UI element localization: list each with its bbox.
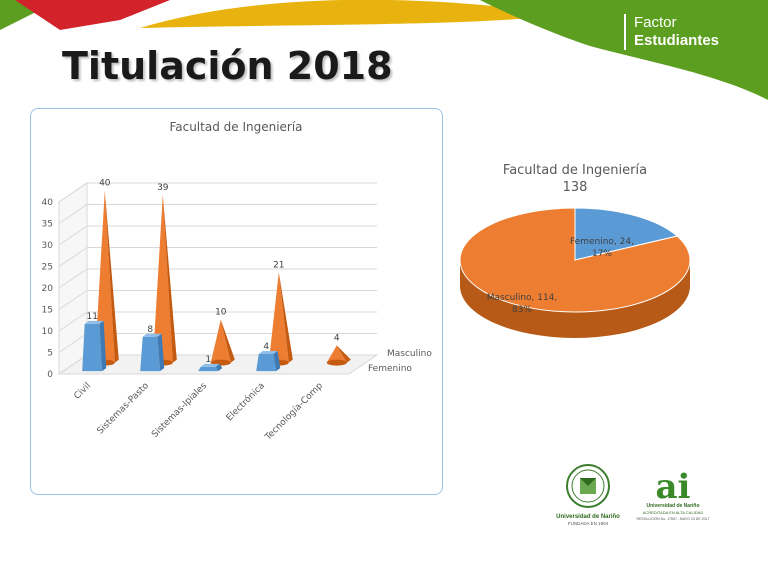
ai-mark: ai (656, 467, 691, 507)
bar-gridline (58, 225, 377, 246)
ai-line3: RESOLUCIÓN No. 17847 - MAYO 23 DE 2017 (637, 516, 710, 521)
banner-yellow (140, 0, 560, 28)
bar-gridline (58, 268, 377, 289)
y-tick-label: 25 (42, 263, 53, 273)
slide-title: Titulación 2018 (62, 44, 393, 88)
bar-value-label: 39 (157, 183, 169, 193)
bar-gridline (58, 182, 377, 203)
y-tick-label: 40 (42, 198, 54, 208)
y-tick-label: 10 (42, 327, 54, 337)
y-tick-label: 20 (42, 284, 54, 294)
brand-factor-estudiantes: Factor Estudiantes (624, 14, 719, 50)
y-tick-label: 30 (42, 241, 54, 251)
bar-chart-title: Facultad de Ingeniería (169, 120, 302, 134)
y-tick-label: 5 (47, 349, 53, 359)
pie-label-masculino: Masculino, 114, (487, 293, 558, 303)
bar-value-label: 4 (263, 342, 269, 352)
bar-value-label: 10 (215, 308, 227, 318)
bar-value-label: 40 (99, 179, 111, 189)
banner-red (15, 0, 170, 30)
pie-marks (459, 207, 691, 338)
series-label-femenino: Femenino (368, 364, 412, 374)
y-tick-label: 15 (42, 306, 53, 316)
bar-value-label: 1 (205, 355, 211, 365)
bar-masculino-2: 10 (210, 308, 235, 366)
category-label: Sistemas-Ipiales (150, 381, 209, 440)
y-tick-label: 0 (47, 370, 53, 380)
university-logos: Universidad de Nariño FUNDADA EN 1904 ai… (556, 464, 710, 526)
ai-line1: Universidad de Nariño (646, 503, 699, 509)
pie-chart-title: Facultad de Ingeniería (502, 163, 648, 178)
pie-label-femenino-pct: 17% (592, 249, 612, 259)
header-banner (0, 0, 768, 100)
banner-green-right (480, 0, 768, 100)
bar-femenino-0: 11 (82, 312, 107, 372)
pie-slice-femenino (574, 207, 679, 261)
pie-label-masculino-pct: 83% (512, 305, 532, 315)
bar-value-label: 8 (147, 325, 153, 335)
bar-femenino-1: 8 (140, 325, 165, 372)
bar-value-label: 21 (273, 260, 284, 270)
pie-slice-masculino (459, 207, 691, 313)
pie-label-femenino: Femenino, 24, (570, 237, 634, 247)
bar-femenino-2: 1 (198, 355, 223, 372)
bar-gridline (58, 204, 377, 224)
bar-femenino-3: 4 (256, 342, 281, 372)
brand-line1: Factor (634, 14, 677, 31)
pie-side-masculino (460, 260, 690, 338)
category-label: Tecnología-Comp (263, 381, 325, 443)
category-label: Civil (72, 381, 93, 402)
brand-line2: Estudiantes (634, 32, 720, 49)
bar-gridline (58, 247, 377, 267)
series-label-masculino: Masculino (387, 349, 432, 359)
udenar-seal-logo (566, 464, 610, 508)
bar-masculino-3: 21 (268, 260, 293, 366)
category-label: Sistemas-Pasto (96, 381, 152, 437)
ai-line2: ACREDITADA EN ALTA CALIDAD (643, 510, 704, 515)
bar-chart: Facultad de Ingeniería 0 5 10 15 20 25 30 35 40 C… (42, 120, 433, 443)
bar-value-label: 11 (86, 312, 97, 322)
pie-chart-title-block: Facultad de Ingeniería 138 (470, 162, 680, 196)
bar-marks: 40 39 10 21 4 11 8 1 4 (82, 179, 351, 372)
pie-chart: Femenino, 24, 17% Masculino, 114, 83% (459, 207, 691, 338)
udenar-tagline: FUNDADA EN 1904 (568, 521, 609, 526)
bar-chart-card: Facultad de Ingeniería 0 5 10 15 20 25 30 35 40 C… (30, 108, 443, 495)
bar-masculino-4: 4 (326, 333, 351, 366)
bar-value-label: 4 (334, 333, 340, 343)
category-label: Electrónica (224, 380, 267, 423)
pie-chart-total: 138 (562, 180, 588, 195)
y-tick-label: 35 (42, 220, 53, 230)
udenar-name: Universidad de Nariño (556, 514, 620, 520)
